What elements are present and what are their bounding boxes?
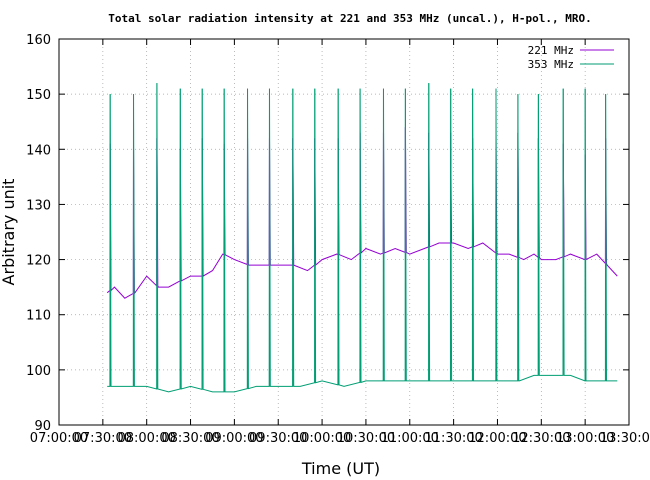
x-tick-label: 13:30:00 [600,431,650,446]
legend-label: 353 MHz [528,58,574,71]
x-tick-label: 11:00:00 [381,431,439,446]
x-tick-label: 13:00:00 [556,431,614,446]
y-tick-label: 120 [26,254,51,269]
x-tick-label: 07:30:00 [74,431,132,446]
y-tick-label: 130 [26,198,51,213]
x-tick-label: 10:30:00 [337,431,395,446]
chart-title: Total solar radiation intensity at 221 a… [108,12,591,25]
x-axis-label: Time (UT) [301,459,380,478]
series-1 [107,83,618,393]
x-tick-label: 11:30:00 [424,431,482,446]
y-tick-label: 140 [26,143,51,158]
plot-frame [58,38,630,426]
x-tick-label: 08:30:00 [161,431,219,446]
y-tick-label: 110 [26,309,51,324]
grid [59,39,629,425]
y-axis-label: Arbitrary unit [0,179,18,286]
y-tick-label: 160 [26,33,51,48]
x-tick-label: 07:00:00 [30,431,88,446]
axes: 9010011012013014015016007:00:0007:30:000… [26,33,650,446]
x-tick-label: 10:00:00 [293,431,351,446]
legend-label: 221 MHz [528,44,574,57]
series-line-1 [107,83,618,393]
series-layer [106,83,618,393]
x-tick-label: 12:00:00 [468,431,526,446]
x-tick-label: 09:00:00 [205,431,263,446]
y-tick-label: 90 [34,419,51,434]
y-tick-label: 100 [26,364,51,379]
series-line-0 [106,127,618,299]
series-0 [106,127,618,299]
x-tick-label: 08:00:00 [117,431,175,446]
y-tick-label: 150 [26,88,51,103]
x-tick-label: 09:30:00 [249,431,307,446]
x-tick-label: 12:30:00 [512,431,570,446]
